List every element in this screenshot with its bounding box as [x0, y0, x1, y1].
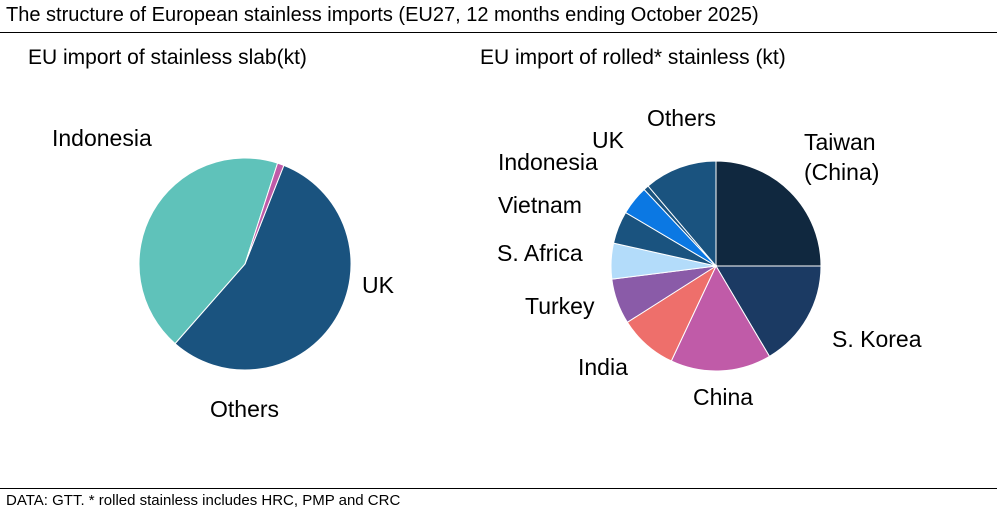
footer-rule	[0, 488, 997, 489]
slice-label-uk: UK	[362, 272, 395, 298]
rolled-pie: Taiwan (China) S. Korea China India Turkey S. …	[497, 105, 922, 410]
slice-label-s-africa: S. Africa	[497, 240, 583, 266]
pie-slice-china	[670, 264, 771, 372]
slice-label-turkey: Turkey	[525, 293, 595, 319]
pie-slice-s-korea	[715, 265, 822, 358]
slice-label-others: Others	[210, 396, 279, 422]
pie-slice-indonesia	[174, 164, 352, 371]
slice-label-s-korea: S. Korea	[832, 326, 922, 352]
slice-label-uk: UK	[592, 127, 625, 153]
slice-label-china: China	[693, 384, 753, 410]
pie-slice-others	[647, 160, 717, 268]
slab-pie: Indonesia UK Others	[52, 125, 395, 422]
slice-label-india: India	[578, 354, 628, 380]
rolled-chart-title: EU import of rolled* stainless (kt)	[480, 46, 786, 69]
slab-chart-title: EU import of stainless slab(kt)	[28, 46, 307, 69]
title-rule	[0, 32, 997, 33]
pie-slice-uk	[138, 157, 279, 345]
pie-slice-taiwan-china	[715, 160, 822, 267]
pie-slice-others	[244, 162, 285, 265]
slice-label-indonesia: Indonesia	[498, 149, 598, 175]
slice-label-taiwan-china: Taiwan (China)	[804, 129, 879, 185]
slice-label-others: Others	[647, 105, 716, 131]
chart-title: The structure of European stainless impo…	[6, 4, 759, 26]
slice-label-indonesia: Indonesia	[52, 125, 152, 151]
slice-label-vietnam: Vietnam	[498, 192, 582, 218]
source-note: DATA: GTT. * rolled stainless includes H…	[6, 492, 401, 509]
